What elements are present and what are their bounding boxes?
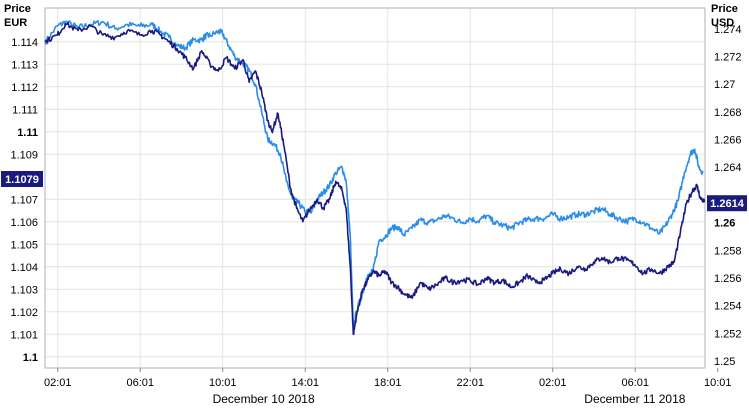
- left-axis-title-line2: EUR: [4, 17, 27, 29]
- right-tick-label: 1.266: [714, 135, 742, 147]
- right-tick-label: 1.27: [714, 79, 735, 91]
- right-tick-label: 1.252: [714, 328, 742, 340]
- x-tick-label: 06:01: [621, 377, 649, 389]
- left-tick-label: 1.101: [10, 329, 38, 341]
- series-layer: [44, 19, 706, 336]
- left-tick-label: 1.111: [12, 104, 38, 116]
- right-axis-title-line2: USD: [711, 17, 734, 29]
- left-axis: Price EUR 1.11.1011.1021.1031.1041.1051.…: [4, 3, 38, 364]
- left-tick-label: 1.113: [11, 59, 38, 71]
- right-tick-label: 1.274: [714, 24, 742, 36]
- left-tick-label: 1.114: [11, 37, 38, 49]
- left-tick-label: 1.103: [10, 284, 38, 296]
- x-tick-label: 06:01: [126, 377, 154, 389]
- x-tick-label: 02:01: [539, 377, 567, 389]
- x-axis: 02:01 06:01 10:01 14:01 18:01 22:01 02:01 06:01…: [44, 368, 732, 406]
- left-tick-label: 1.106: [10, 217, 38, 229]
- grid-lines: [45, 8, 705, 368]
- right-axis-ticks: 1.25 1.252 1.254 1.256 1.258 1.26 1.264 1.266 1.…: [714, 24, 742, 368]
- x-axis-date-labels: December 10 2018 December 11 2018: [213, 392, 686, 406]
- x-tick-label: 18:01: [374, 377, 402, 389]
- usd-price-line: [44, 19, 704, 330]
- left-tick-label: 1.107: [10, 194, 38, 206]
- left-tick-label: 1.105: [10, 239, 38, 251]
- right-tick-label: 1.264: [714, 162, 742, 174]
- x-tick-label: 10:01: [704, 377, 732, 389]
- x-tick-label: 14:01: [291, 377, 319, 389]
- right-tick-label: 1.26: [714, 218, 735, 230]
- right-current-value-text: 1.2614: [710, 198, 745, 210]
- left-tick-label: 1.102: [10, 307, 38, 319]
- left-tick-label: 1.109: [10, 149, 38, 161]
- x-date-label: December 11 2018: [584, 392, 686, 406]
- right-tick-label: 1.254: [714, 301, 742, 313]
- x-date-label: December 10 2018: [213, 392, 315, 406]
- left-current-value-badge: 1.1079: [1, 171, 43, 187]
- right-tick-label: 1.268: [714, 107, 742, 119]
- left-tick-label: 1.112: [11, 82, 38, 94]
- right-tick-label: 1.25: [714, 356, 735, 368]
- right-tick-label: 1.258: [714, 245, 742, 257]
- x-axis-ticks: 02:01 06:01 10:01 14:01 18:01 22:01 02:01 06:01…: [44, 368, 732, 389]
- eur-price-line: [44, 21, 706, 336]
- left-tick-label: 1.11: [17, 127, 38, 139]
- left-tick-label: 1.1: [23, 352, 38, 364]
- left-current-value-text: 1.1079: [5, 174, 39, 186]
- right-axis-title-line1: Price: [711, 3, 738, 15]
- plot-area-frame: [44, 7, 706, 369]
- right-tick-label: 1.256: [714, 273, 742, 285]
- left-tick-label: 1.104: [10, 262, 38, 274]
- right-tick-label: 1.272: [714, 51, 742, 63]
- x-tick-label: 10:01: [209, 377, 237, 389]
- left-axis-ticks: 1.1 1.101 1.102 1.103 1.104 1.105 1.106 1.107 1.…: [10, 37, 38, 364]
- right-axis: Price USD 1.251.2521.2541.2561.2581.261.…: [711, 3, 742, 368]
- right-current-value-badge: 1.2614: [707, 195, 747, 212]
- left-axis-title-line1: Price: [4, 3, 31, 15]
- x-tick-label: 02:01: [44, 377, 72, 389]
- x-tick-label: 22:01: [456, 377, 484, 389]
